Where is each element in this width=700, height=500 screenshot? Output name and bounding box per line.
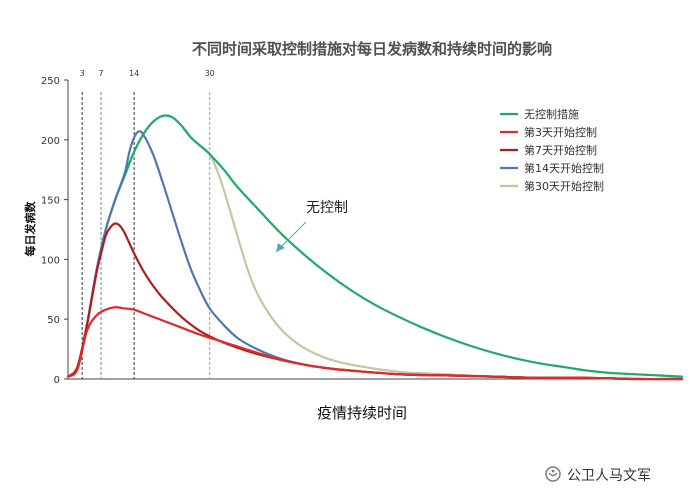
legend-label-1: 第3天开始控制 (524, 125, 597, 139)
x-axis-label: 疫情持续时间 (317, 404, 407, 422)
y-ticks: 0 50 100 150 200 250 (41, 76, 68, 386)
y-tick-label: 150 (41, 196, 60, 207)
marker-label-day-3: 3 (80, 69, 85, 78)
legend-label-4: 第30天开始控制 (524, 179, 604, 193)
axes (67, 80, 682, 380)
y-tick-label: 100 (41, 255, 60, 266)
annotation-label: 无控制 (306, 200, 348, 216)
series-line-2 (66, 222, 684, 381)
series-lines (66, 114, 684, 381)
chart-title: 不同时间采取控制措施对每日发病数和持续时间的影响 (192, 40, 552, 58)
marker-label-day-30: 30 (205, 69, 215, 78)
wechat-channel-icon (545, 466, 561, 482)
series-line-1 (66, 306, 684, 381)
legend-label-3: 第14天开始控制 (524, 161, 604, 175)
watermark: 公卫人马文军 (545, 466, 651, 484)
marker-label-day-7: 7 (99, 69, 104, 78)
y-tick-label: 200 (41, 136, 60, 147)
watermark-text: 公卫人马文军 (567, 468, 651, 484)
annotation: 无控制 (275, 200, 348, 253)
legend-label-0: 无控制措施 (524, 107, 579, 121)
y-tick-label: 50 (47, 315, 60, 326)
annotation-arrowhead (276, 243, 285, 252)
marker-label-day-14: 14 (129, 69, 139, 78)
legend-label-2: 第7天开始控制 (524, 143, 597, 157)
y-tick-label: 0 (54, 375, 60, 386)
y-axis-label: 每日发病数 (23, 201, 37, 257)
y-tick-label: 250 (41, 76, 60, 87)
